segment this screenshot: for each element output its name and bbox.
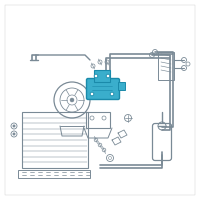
Bar	[158, 52, 174, 80]
Circle shape	[70, 98, 74, 102]
Circle shape	[110, 92, 114, 96]
Bar	[118, 82, 125, 90]
Bar	[86, 112, 110, 128]
Circle shape	[94, 74, 98, 78]
Bar	[94, 70, 110, 82]
Circle shape	[13, 125, 15, 127]
Bar	[22, 112, 88, 168]
FancyBboxPatch shape	[86, 78, 120, 99]
Bar	[18, 170, 90, 178]
Circle shape	[13, 133, 15, 135]
Circle shape	[106, 74, 110, 78]
Circle shape	[90, 92, 94, 96]
